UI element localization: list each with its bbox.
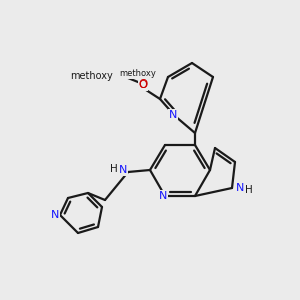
Text: O: O (139, 80, 147, 90)
Text: methoxy: methoxy (120, 70, 156, 79)
Text: H: H (245, 185, 253, 195)
Text: N: N (169, 110, 177, 120)
Text: N: N (51, 210, 59, 220)
Text: H: H (110, 164, 118, 174)
Text: O: O (138, 77, 148, 91)
Text: methoxy: methoxy (70, 71, 113, 81)
Text: N: N (159, 191, 167, 201)
Text: N: N (236, 183, 244, 193)
Text: N: N (119, 165, 127, 175)
